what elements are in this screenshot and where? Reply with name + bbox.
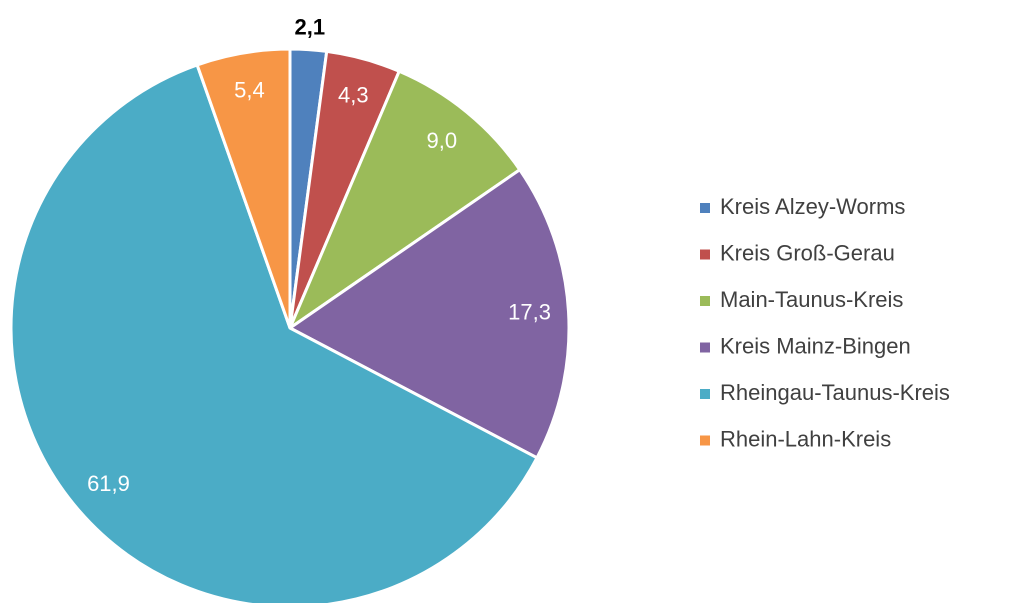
legend-swatch	[700, 389, 710, 399]
legend-swatch	[700, 249, 710, 260]
legend-label: Kreis Groß-Gerau	[720, 240, 895, 265]
pie-slice	[195, 47, 292, 329]
data-label: 4,3	[338, 82, 369, 107]
legend-swatch	[700, 342, 710, 353]
legend-label: Kreis Alzey-Worms	[720, 194, 905, 219]
pie-slice	[286, 69, 522, 333]
legend-swatch	[700, 435, 710, 446]
legend-swatch	[700, 203, 710, 213]
legend-swatch	[700, 296, 710, 306]
pie-slice	[287, 167, 571, 460]
data-label: 9,0	[427, 128, 458, 153]
legend-label: Main-Taunus-Kreis	[720, 287, 903, 312]
legend-label: Rhein-Lahn-Kreis	[720, 426, 891, 451]
pie-slice	[9, 62, 540, 603]
data-label: 17,3	[508, 299, 551, 324]
data-label: 5,4	[234, 77, 265, 102]
legend-label: Rheingau-Taunus-Kreis	[720, 380, 950, 405]
legend-label: Kreis Mainz-Bingen	[720, 333, 911, 358]
data-label: 2,1	[294, 14, 325, 39]
data-label: 61,9	[87, 471, 130, 496]
